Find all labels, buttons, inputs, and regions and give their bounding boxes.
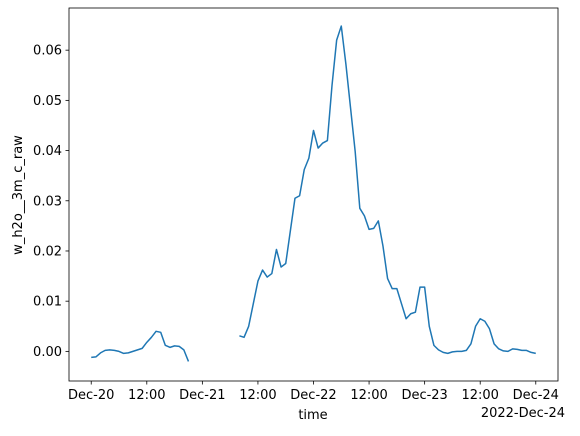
x-tick-label: Dec-20 [68, 388, 114, 403]
line-series [91, 25, 536, 362]
y-tick-label: 0.04 [33, 144, 62, 159]
y-tick-label: 0.01 [33, 295, 62, 310]
x-axis-label: time [298, 408, 327, 423]
y-tick-label: 0.06 [33, 44, 62, 59]
x-tick-label: 12:00 [350, 388, 387, 403]
y-tick-label: 0.00 [33, 345, 62, 360]
x-tick-label: Dec-23 [401, 388, 447, 403]
x-tick-label: 12:00 [239, 388, 276, 403]
y-axis-label: w_h2o__3m_c_raw [11, 135, 26, 255]
x-tick-label: Dec-24 [513, 388, 559, 403]
y-tick-label: 0.02 [33, 244, 62, 259]
y-tick-label: 0.05 [33, 94, 62, 109]
plot-frame [68, 7, 559, 382]
x-tick-label: Dec-22 [290, 388, 336, 403]
x-tick-label: Dec-21 [179, 388, 225, 403]
x-tick-label: 12:00 [461, 388, 498, 403]
x-tick-label: 12:00 [128, 388, 165, 403]
y-tick-label: 0.03 [33, 194, 62, 209]
x-offset-label: 2022-Dec-24 [481, 406, 565, 421]
